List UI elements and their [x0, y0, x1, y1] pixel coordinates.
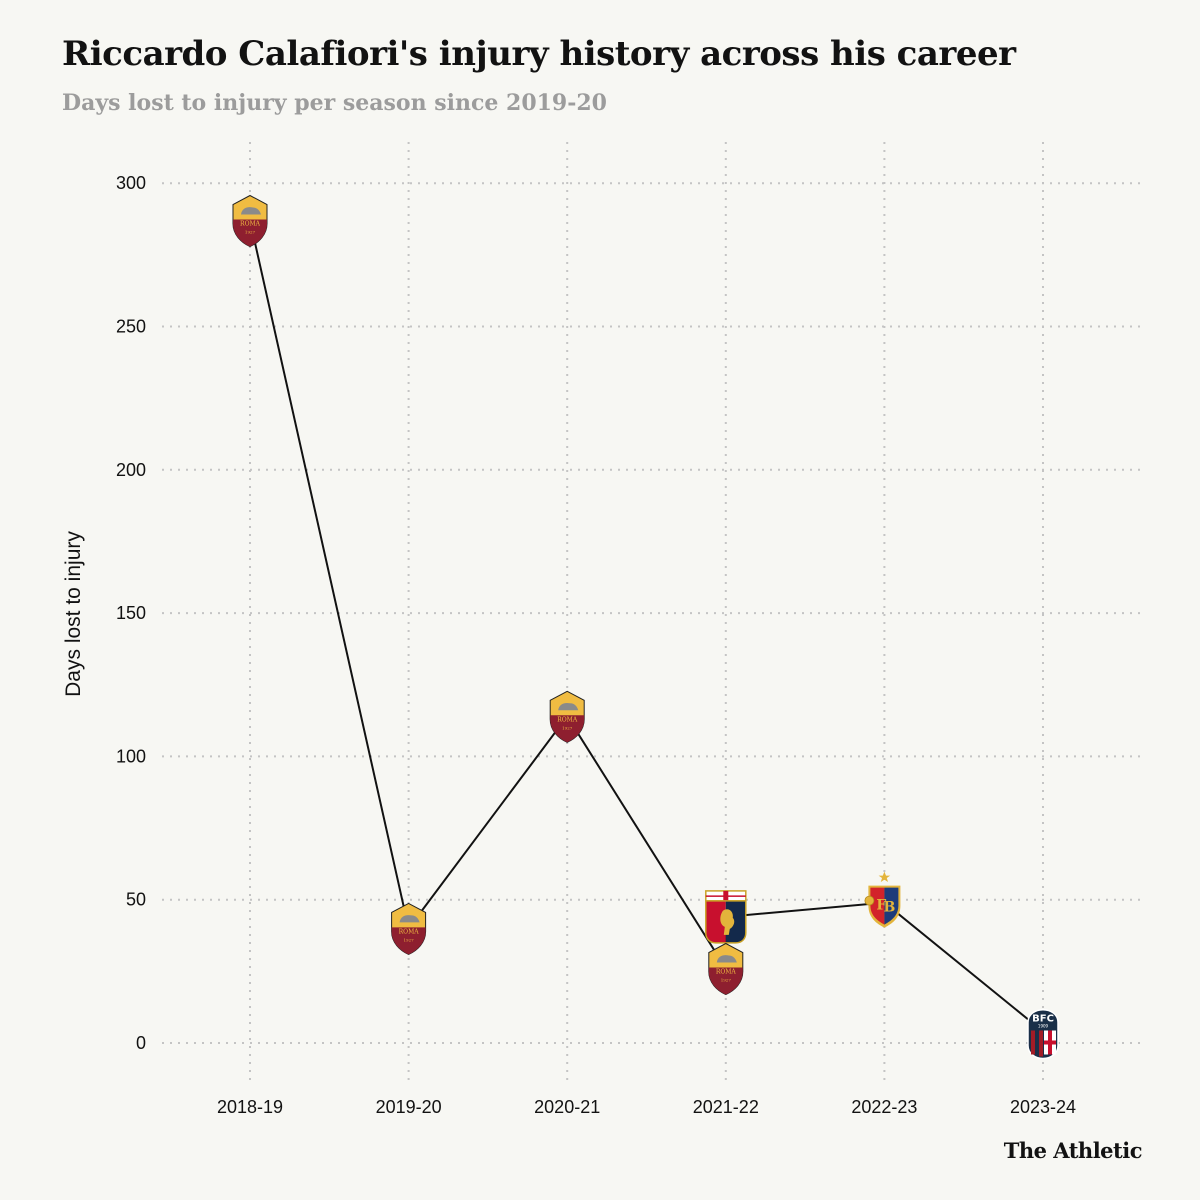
- x-tick-label: 2018-19: [217, 1097, 283, 1117]
- y-tick-label: 250: [116, 317, 146, 337]
- data-point-roma: [232, 195, 268, 247]
- roma-crest-icon: [708, 943, 744, 995]
- data-point-roma: [708, 943, 744, 995]
- x-tick-label: 2023-24: [1010, 1097, 1076, 1117]
- x-tick-label: 2022-23: [851, 1097, 917, 1117]
- roma-crest-icon: [391, 902, 427, 955]
- x-axis: 2018-19 2019-20 2020-21 2021-22 2022-23 2023-…: [217, 1097, 1076, 1117]
- y-tick-label: 50: [126, 890, 146, 910]
- data-point-roma: [391, 902, 427, 955]
- brand-logo: The Athletic: [1003, 1138, 1143, 1163]
- data-point-genoa: [705, 890, 747, 944]
- y-axis-label: Days lost to injury: [62, 531, 85, 697]
- data-point-basel: [864, 871, 901, 928]
- x-tick-label: 2020-21: [534, 1097, 600, 1117]
- y-gridlines: [162, 182, 1140, 1044]
- bologna-crest-icon: [1027, 1009, 1059, 1060]
- y-tick-label: 200: [116, 460, 146, 480]
- series-line: [249, 220, 1044, 1033]
- x-tick-label: 2021-22: [693, 1097, 759, 1117]
- x-gridlines: [249, 142, 1044, 1080]
- basel-crest-icon: [864, 871, 901, 928]
- y-tick-label: 150: [116, 603, 146, 623]
- club-markers: [232, 195, 1059, 1060]
- data-point-bologna: [1027, 1009, 1059, 1060]
- chart-subtitle: Days lost to injury per season since 201…: [62, 90, 607, 116]
- x-tick-label: 2019-20: [376, 1097, 442, 1117]
- y-tick-label: 300: [116, 173, 146, 193]
- y-axis: 0 50 100 150 200 250 300: [116, 173, 146, 1053]
- chart-title: Riccardo Calafiori's injury history acro…: [62, 34, 1016, 74]
- y-tick-label: 0: [136, 1033, 146, 1053]
- roma-crest-icon: [232, 195, 268, 247]
- y-tick-label: 100: [116, 746, 146, 766]
- genoa-crest-icon: [705, 890, 747, 944]
